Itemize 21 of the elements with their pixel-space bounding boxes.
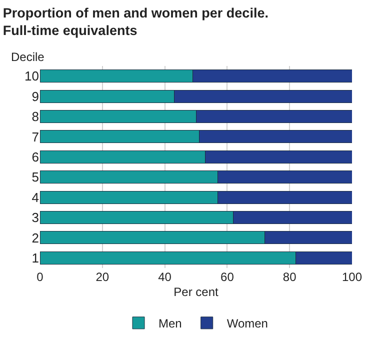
- y-axis-title: Decile: [11, 50, 45, 64]
- y-tick-label: 3: [32, 210, 39, 226]
- y-tick-label: 6: [32, 149, 39, 164]
- x-tick-label: 0: [36, 270, 44, 284]
- x-tick-label: 100: [342, 270, 362, 284]
- y-tick-label: 2: [32, 230, 39, 246]
- y-tick-label: 8: [32, 109, 39, 124]
- legend-label: Women: [226, 316, 268, 331]
- y-tick-label: 5: [32, 170, 39, 185]
- y-tick-label: 10: [24, 68, 39, 84]
- y-tick-label: 7: [32, 129, 39, 144]
- x-tick-label: 80: [282, 270, 297, 284]
- y-tick-label: 9: [32, 88, 39, 104]
- chart-title: Proportion of men and women per decile. Full-time equivalents: [2, 6, 268, 38]
- y-tick-label: 1: [32, 250, 39, 266]
- y-tick-label: 4: [32, 190, 39, 205]
- x-tick-label: 20: [96, 270, 110, 284]
- x-tick-label: 40: [158, 270, 172, 284]
- legend-label: Men: [158, 316, 182, 331]
- x-tick-label: 60: [220, 270, 234, 284]
- x-axis-title: Per cent: [174, 284, 220, 299]
